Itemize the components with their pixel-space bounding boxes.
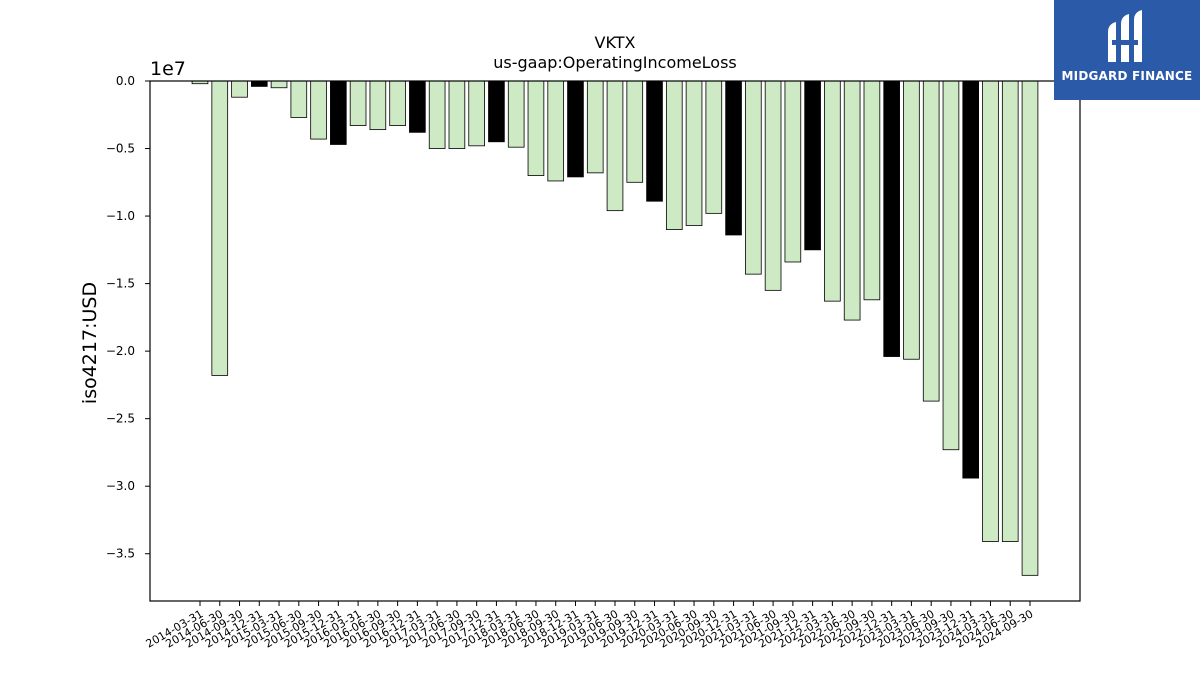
bar-2021-12-31: [804, 80, 821, 251]
bar-2020-09-30: [705, 80, 723, 214]
bar-2016-06-30: [369, 80, 387, 131]
bar-2015-06-30: [290, 80, 308, 118]
bar-2018-12-31: [567, 80, 584, 178]
y-tick-label: −0.5: [106, 142, 135, 156]
chart-subtitle: us-gaap:OperatingIncomeLoss: [493, 53, 737, 72]
bar-2015-12-31: [330, 80, 347, 145]
bar-2021-06-30: [764, 80, 782, 291]
bar-2014-06-30: [211, 80, 229, 376]
y-tick-label: −2.5: [106, 412, 135, 426]
bar-2019-06-30: [606, 80, 624, 212]
bar-2024-03-31: [982, 80, 999, 542]
bar-2017-12-31: [488, 80, 505, 143]
y-tick-label: −3.0: [106, 479, 135, 493]
bar-2019-03-31: [586, 80, 604, 174]
midgard-finance-logo: MIDGARD FINANCE: [1054, 0, 1200, 100]
y-offset-label: 1e7: [150, 58, 186, 80]
bar-2019-09-30: [626, 80, 644, 183]
bar-2016-09-30: [389, 80, 406, 126]
x-ticks-group: 2014-03-312014-06-302014-09-302014-12-31…: [144, 601, 1036, 651]
y-tick-label: 0.0: [116, 74, 135, 88]
bar-2018-06-30: [527, 80, 545, 176]
bar-2018-03-31: [507, 80, 525, 148]
y-ticks-group: 0.0 −0.5 −1.0 −1.5 −2.0 −2.5 −3.0 −3.5: [106, 74, 150, 561]
bar-2014-09-30: [231, 80, 248, 98]
bar-2021-09-30: [784, 80, 802, 263]
bar-2014-12-31: [250, 80, 268, 87]
midgard-logo-icon: [1108, 10, 1142, 62]
y-tick-label: −2.0: [106, 344, 135, 358]
bar-2022-06-30: [843, 80, 861, 321]
bar-2020-12-31: [725, 80, 742, 236]
bar-2020-06-30: [685, 80, 703, 226]
bar-2022-09-30: [863, 80, 881, 301]
bar-2021-03-31: [745, 80, 762, 275]
bar-2023-06-30: [922, 80, 940, 402]
chart-title: VKTX: [595, 33, 636, 52]
bar-2019-12-31: [646, 80, 663, 202]
plot-frame: [149, 80, 1081, 602]
y-tick-label: −1.0: [106, 209, 135, 223]
bar-2017-03-31: [428, 80, 446, 149]
bar-2017-06-30: [448, 80, 466, 149]
bars-group: [191, 80, 1039, 576]
logo-text: MIDGARD FINANCE: [1061, 69, 1193, 83]
bar-2018-09-30: [547, 80, 565, 182]
bar-2023-12-31: [962, 80, 980, 479]
bar-2022-03-31: [824, 80, 841, 302]
bar-2015-09-30: [310, 80, 327, 140]
bar-2023-09-30: [942, 80, 960, 451]
bar-2016-12-31: [409, 80, 426, 133]
bar-2022-12-31: [883, 80, 900, 357]
bar-2024-09-30: [1021, 80, 1039, 576]
bar-2020-03-31: [665, 80, 683, 230]
bar-2023-03-31: [903, 80, 920, 360]
bar-2016-03-31: [349, 80, 367, 126]
bar-2024-06-30: [1001, 80, 1019, 542]
bar-2015-03-31: [270, 80, 288, 89]
y-axis-label: iso4217:USD: [79, 282, 101, 404]
y-tick-label: −3.5: [106, 547, 135, 561]
y-tick-label: −1.5: [106, 277, 135, 291]
bar-2017-09-30: [468, 80, 485, 147]
